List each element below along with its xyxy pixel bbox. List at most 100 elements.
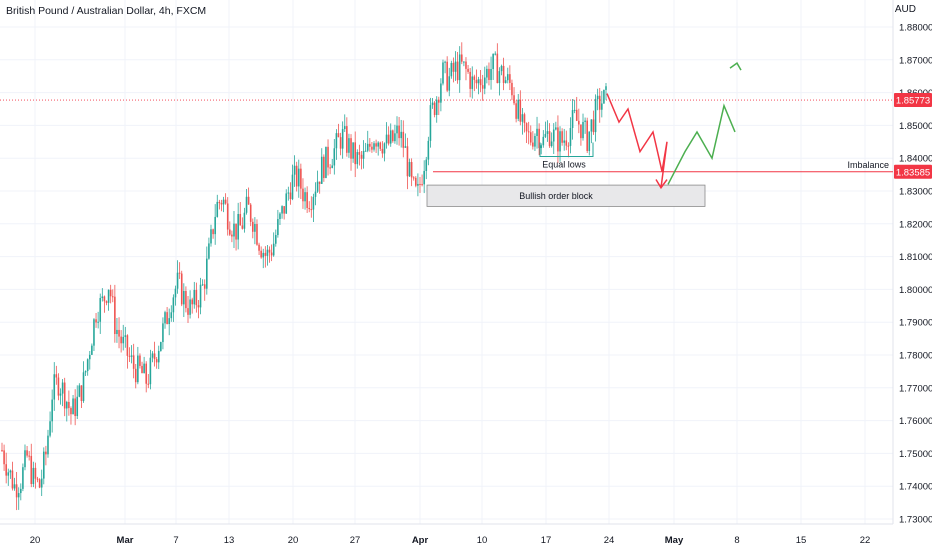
candle-body (354, 142, 357, 165)
x-tick-label: 20 (30, 535, 41, 546)
candle-body (220, 203, 223, 205)
candle-body (364, 150, 367, 152)
candle-body (366, 143, 369, 151)
candle-body (396, 125, 398, 134)
candle-body (546, 131, 549, 134)
y-tick-label: 1.73000 (899, 515, 932, 526)
candle-body (32, 467, 35, 485)
candle-body (341, 129, 344, 149)
candle-body (130, 355, 133, 357)
candle-body (488, 68, 490, 80)
candle-body (540, 145, 543, 149)
candle-body (557, 127, 559, 152)
candle-body (107, 289, 110, 303)
candle-body (506, 74, 509, 81)
candle-body (500, 65, 503, 72)
candle-body (162, 323, 164, 343)
candle-body (310, 209, 313, 211)
candle-body (80, 385, 83, 402)
candle-body (172, 297, 175, 313)
candle-body (170, 312, 173, 319)
candle-body (412, 177, 415, 179)
candle-body (329, 167, 331, 169)
candle-body (565, 140, 568, 146)
candle-body (346, 126, 348, 153)
candle-body (490, 69, 492, 80)
candle-body (63, 382, 66, 409)
candle-body (525, 123, 528, 132)
projection-up-path (667, 103, 736, 185)
candle-body (306, 192, 308, 208)
candle-body (254, 224, 256, 232)
x-tick-label: Apr (412, 535, 429, 546)
candle-body (389, 130, 392, 144)
candle-body (467, 68, 469, 72)
candle-body (517, 99, 520, 119)
candle-body (203, 284, 206, 289)
candle-body (20, 488, 22, 494)
candle-body (134, 368, 137, 383)
candle-body (3, 450, 5, 465)
candle-body (51, 399, 53, 422)
candle-body (65, 401, 68, 409)
candle-body (552, 129, 555, 142)
candle-body (423, 170, 425, 185)
candle-body (57, 377, 60, 396)
candle-body (155, 359, 158, 363)
candle-body (101, 296, 104, 299)
candle-body (605, 86, 607, 90)
candle-body (469, 71, 471, 89)
candle-body (477, 79, 480, 84)
candle-body (521, 114, 524, 122)
candle-body (68, 401, 70, 409)
candle-body (360, 154, 363, 159)
candle-body (283, 206, 285, 214)
candle-body (287, 192, 290, 194)
candle-body (36, 478, 39, 480)
y-tick-label: 1.87000 (899, 55, 932, 66)
candle-body (187, 308, 189, 315)
candle-body (523, 114, 526, 124)
candle-body (212, 229, 214, 235)
candle-body (183, 290, 185, 305)
imbalance-price-tag-text: 1.83585 (896, 167, 930, 178)
candle-body (433, 102, 436, 115)
candle-body (444, 61, 446, 63)
candle-body (588, 131, 591, 151)
candle-body (481, 85, 484, 89)
candle-body (398, 125, 400, 139)
candle-body (463, 61, 465, 63)
candle-body (256, 224, 258, 245)
candle-body (515, 103, 517, 119)
candle-body (567, 145, 570, 147)
candle-body (335, 133, 338, 149)
candle-body (415, 177, 417, 186)
candle-body (109, 289, 112, 297)
candle-body (195, 289, 198, 306)
candle-body (504, 80, 507, 83)
candle-body (78, 385, 81, 397)
candle-body (70, 408, 72, 415)
candle-body (191, 299, 193, 305)
current-price-tag-bg (894, 93, 932, 108)
candle-body (26, 450, 28, 456)
candle-body (435, 99, 438, 115)
candle-body (404, 146, 407, 148)
candle-body (392, 130, 394, 142)
candle-body (350, 138, 352, 159)
candle-body (93, 319, 95, 346)
candle-body (448, 76, 451, 91)
candle-body (300, 168, 302, 189)
candle-body (241, 225, 244, 229)
x-tick-label: 27 (350, 535, 361, 546)
candle-body (91, 345, 93, 355)
candle-body (584, 120, 586, 122)
candle-body (251, 221, 254, 232)
candle-body (475, 79, 478, 84)
candle-body (356, 152, 359, 165)
candle-body (22, 467, 24, 489)
candle-body (206, 258, 208, 289)
x-tick-label: 8 (734, 535, 739, 546)
candle-body (483, 77, 486, 89)
